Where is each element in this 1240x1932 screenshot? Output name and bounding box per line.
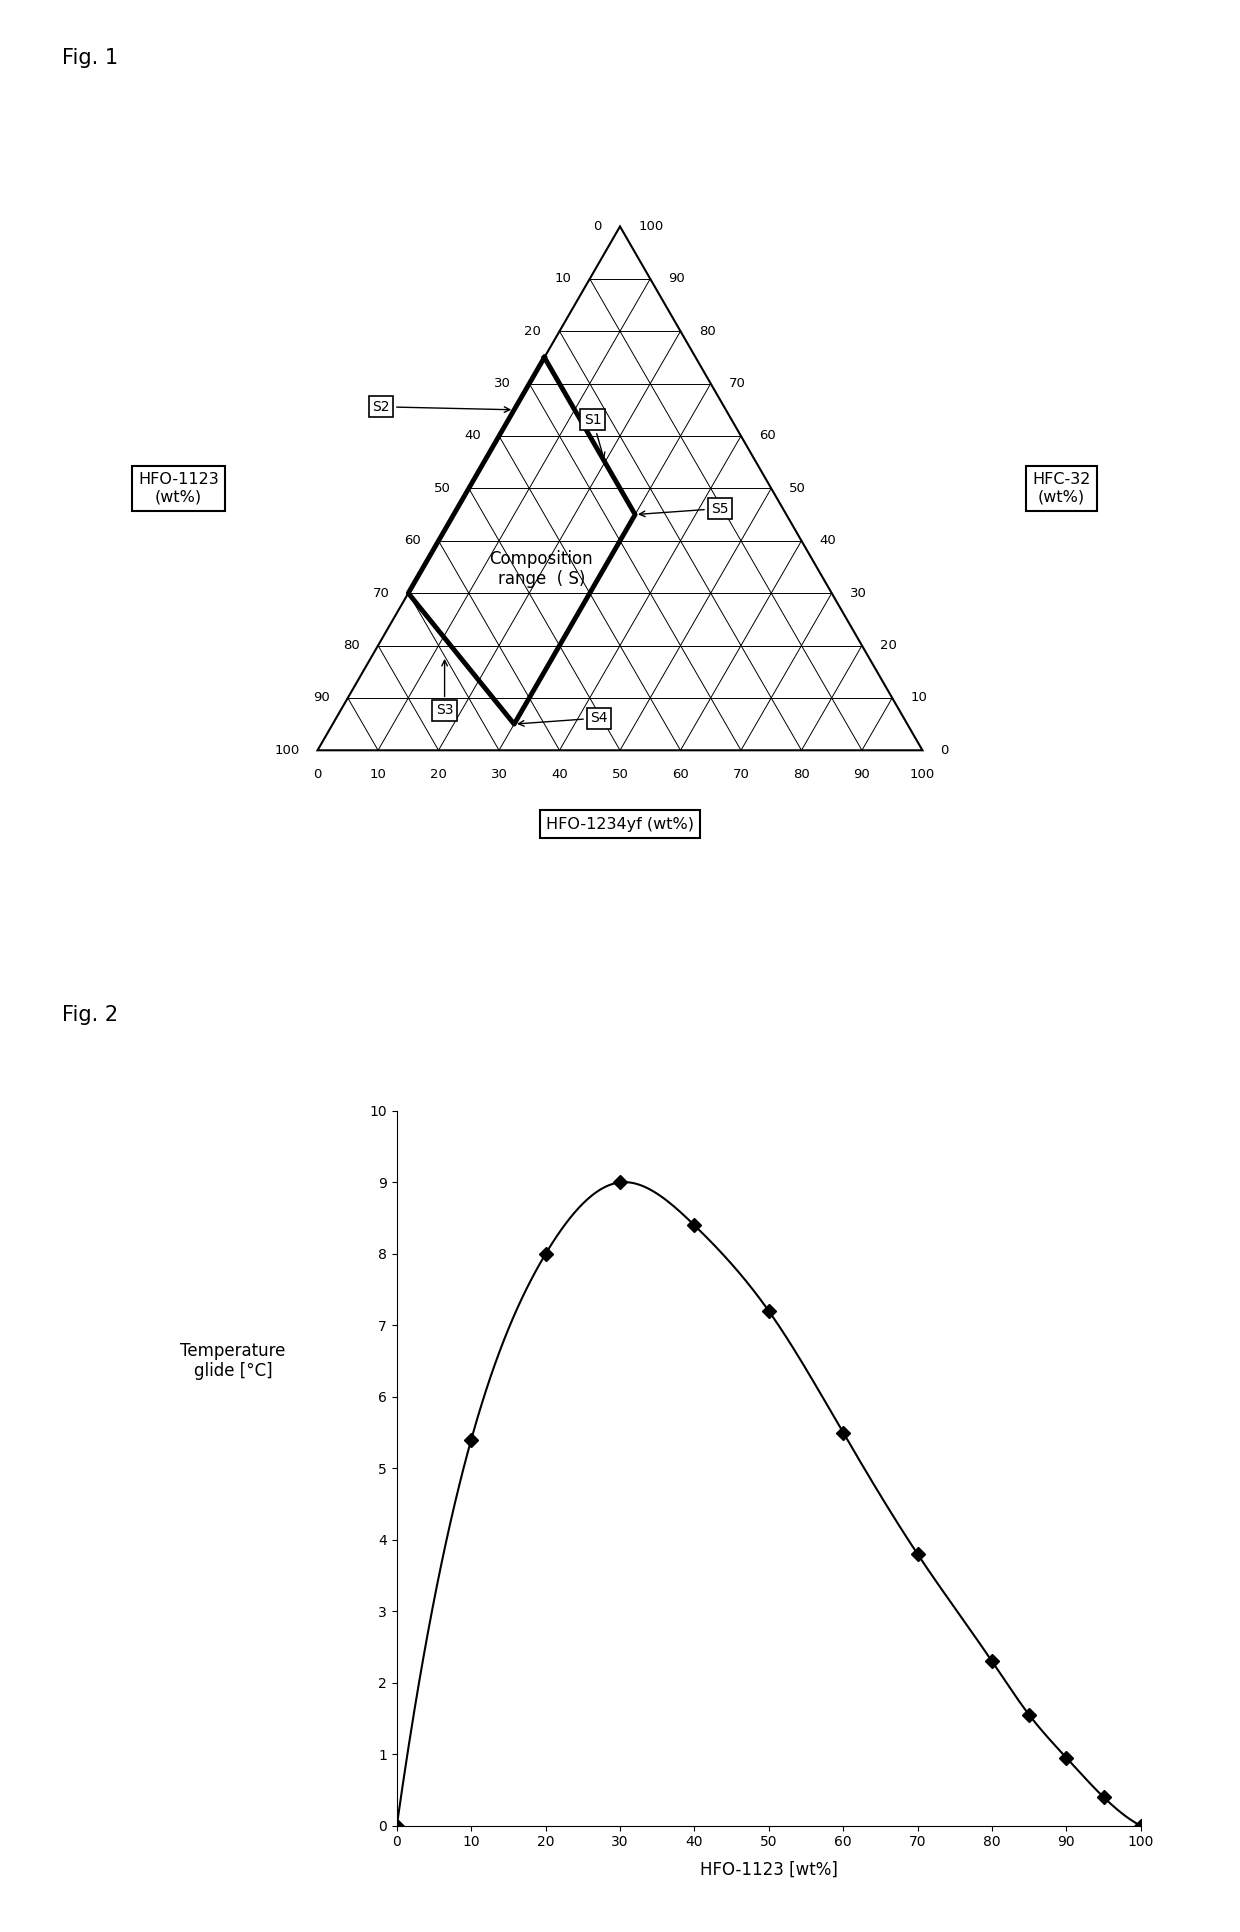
Text: 50: 50 xyxy=(611,769,629,781)
Text: 40: 40 xyxy=(820,535,836,547)
Text: 70: 70 xyxy=(733,769,749,781)
Text: 50: 50 xyxy=(434,481,450,495)
Text: Composition
range  ( S): Composition range ( S) xyxy=(490,549,593,589)
Text: 100: 100 xyxy=(274,744,299,757)
Text: 70: 70 xyxy=(729,377,745,390)
Text: HFC-32
(wt%): HFC-32 (wt%) xyxy=(1033,471,1091,504)
Text: 60: 60 xyxy=(759,429,776,442)
Text: Temperature
glide [°C]: Temperature glide [°C] xyxy=(181,1341,285,1381)
Text: 100: 100 xyxy=(639,220,663,234)
Text: 0: 0 xyxy=(941,744,949,757)
Text: 10: 10 xyxy=(910,692,928,705)
Text: 100: 100 xyxy=(910,769,935,781)
Text: 30: 30 xyxy=(495,377,511,390)
Text: HFO-1123
(wt%): HFO-1123 (wt%) xyxy=(138,471,218,504)
Text: S5: S5 xyxy=(640,502,729,516)
Text: 0: 0 xyxy=(594,220,601,234)
Text: 80: 80 xyxy=(698,325,715,338)
Text: S3: S3 xyxy=(435,661,454,717)
Text: 60: 60 xyxy=(672,769,689,781)
Text: 90: 90 xyxy=(853,769,870,781)
Text: 40: 40 xyxy=(551,769,568,781)
Text: 30: 30 xyxy=(849,587,867,599)
Text: S2: S2 xyxy=(372,400,510,413)
Text: 90: 90 xyxy=(668,272,686,286)
Text: S1: S1 xyxy=(584,413,605,458)
X-axis label: HFO-1123 [wt%]: HFO-1123 [wt%] xyxy=(699,1861,838,1878)
Text: S4: S4 xyxy=(518,711,608,726)
Text: 20: 20 xyxy=(525,325,542,338)
Text: 0: 0 xyxy=(314,769,321,781)
Text: 20: 20 xyxy=(430,769,446,781)
Text: 80: 80 xyxy=(343,639,360,651)
Text: 80: 80 xyxy=(794,769,810,781)
Text: 50: 50 xyxy=(790,481,806,495)
Text: Fig. 1: Fig. 1 xyxy=(62,48,118,68)
Text: HFO-1234yf (wt%): HFO-1234yf (wt%) xyxy=(546,817,694,833)
Text: 70: 70 xyxy=(373,587,391,599)
Text: 40: 40 xyxy=(464,429,481,442)
Text: 90: 90 xyxy=(312,692,330,705)
Text: 20: 20 xyxy=(880,639,897,651)
Text: 10: 10 xyxy=(554,272,572,286)
Text: 30: 30 xyxy=(491,769,507,781)
Text: 10: 10 xyxy=(370,769,387,781)
Text: Fig. 2: Fig. 2 xyxy=(62,1005,118,1024)
Text: 60: 60 xyxy=(404,535,420,547)
